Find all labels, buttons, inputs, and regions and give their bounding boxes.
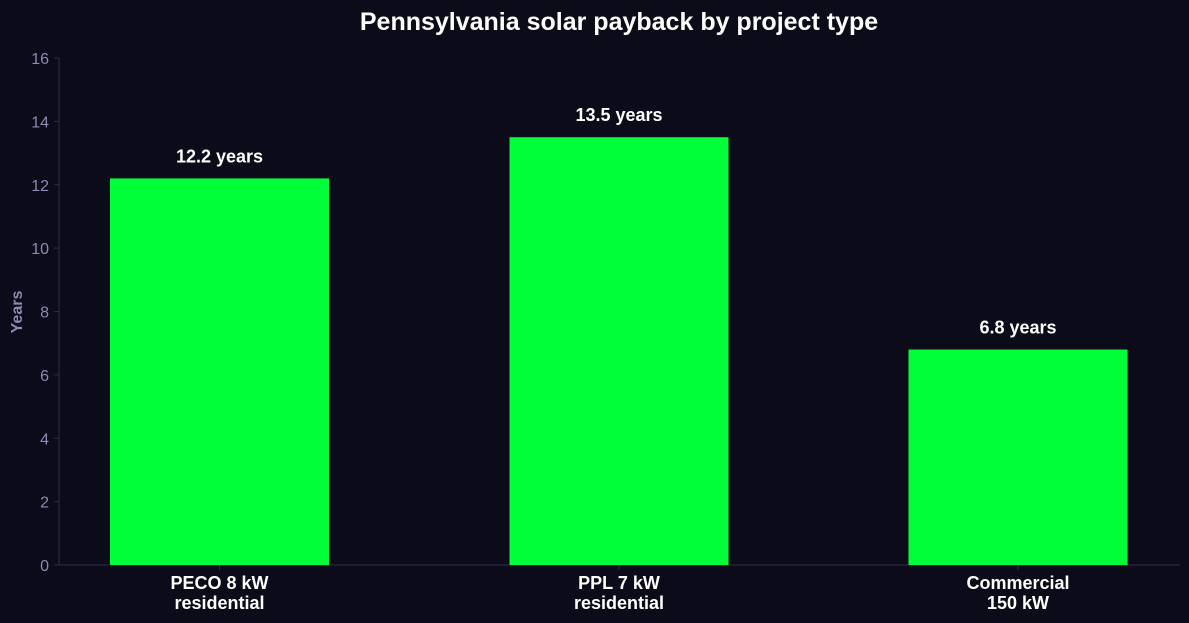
x-tick-label: PECO 8 kW residential: [170, 573, 268, 613]
data-label: 6.8 years: [979, 318, 1056, 338]
y-axis: 0 2 4 6 8 10 12 14 16: [31, 51, 60, 575]
y-tick-label: 8: [40, 305, 49, 322]
bar: [908, 349, 1128, 565]
y-tick-label: 16: [31, 51, 49, 68]
y-tick-label: 12: [31, 178, 49, 195]
bar: [110, 178, 329, 565]
data-label: 12.2 years: [176, 146, 263, 166]
y-tick-label: 2: [40, 495, 49, 512]
y-tick-label: 14: [31, 114, 49, 131]
y-tick-label: 10: [31, 241, 49, 258]
x-tick-label: Commercial 150 kW: [966, 573, 1069, 613]
chart-title: Pennsylvania solar payback by project ty…: [360, 8, 878, 36]
y-tick-label: 4: [40, 431, 49, 448]
y-tick-label: 0: [40, 558, 49, 575]
x-tick-label: PPL 7 kW residential: [574, 573, 664, 613]
y-tick-label: 6: [40, 368, 49, 385]
x-axis: PECO 8 kW residential PPL 7 kW residential C…: [59, 564, 1180, 613]
bar: [509, 137, 729, 565]
bars: 12.2 years 13.5 years 6.8 years: [110, 105, 1128, 565]
data-label: 13.5 years: [575, 105, 662, 125]
y-axis-label: Years: [9, 291, 26, 334]
